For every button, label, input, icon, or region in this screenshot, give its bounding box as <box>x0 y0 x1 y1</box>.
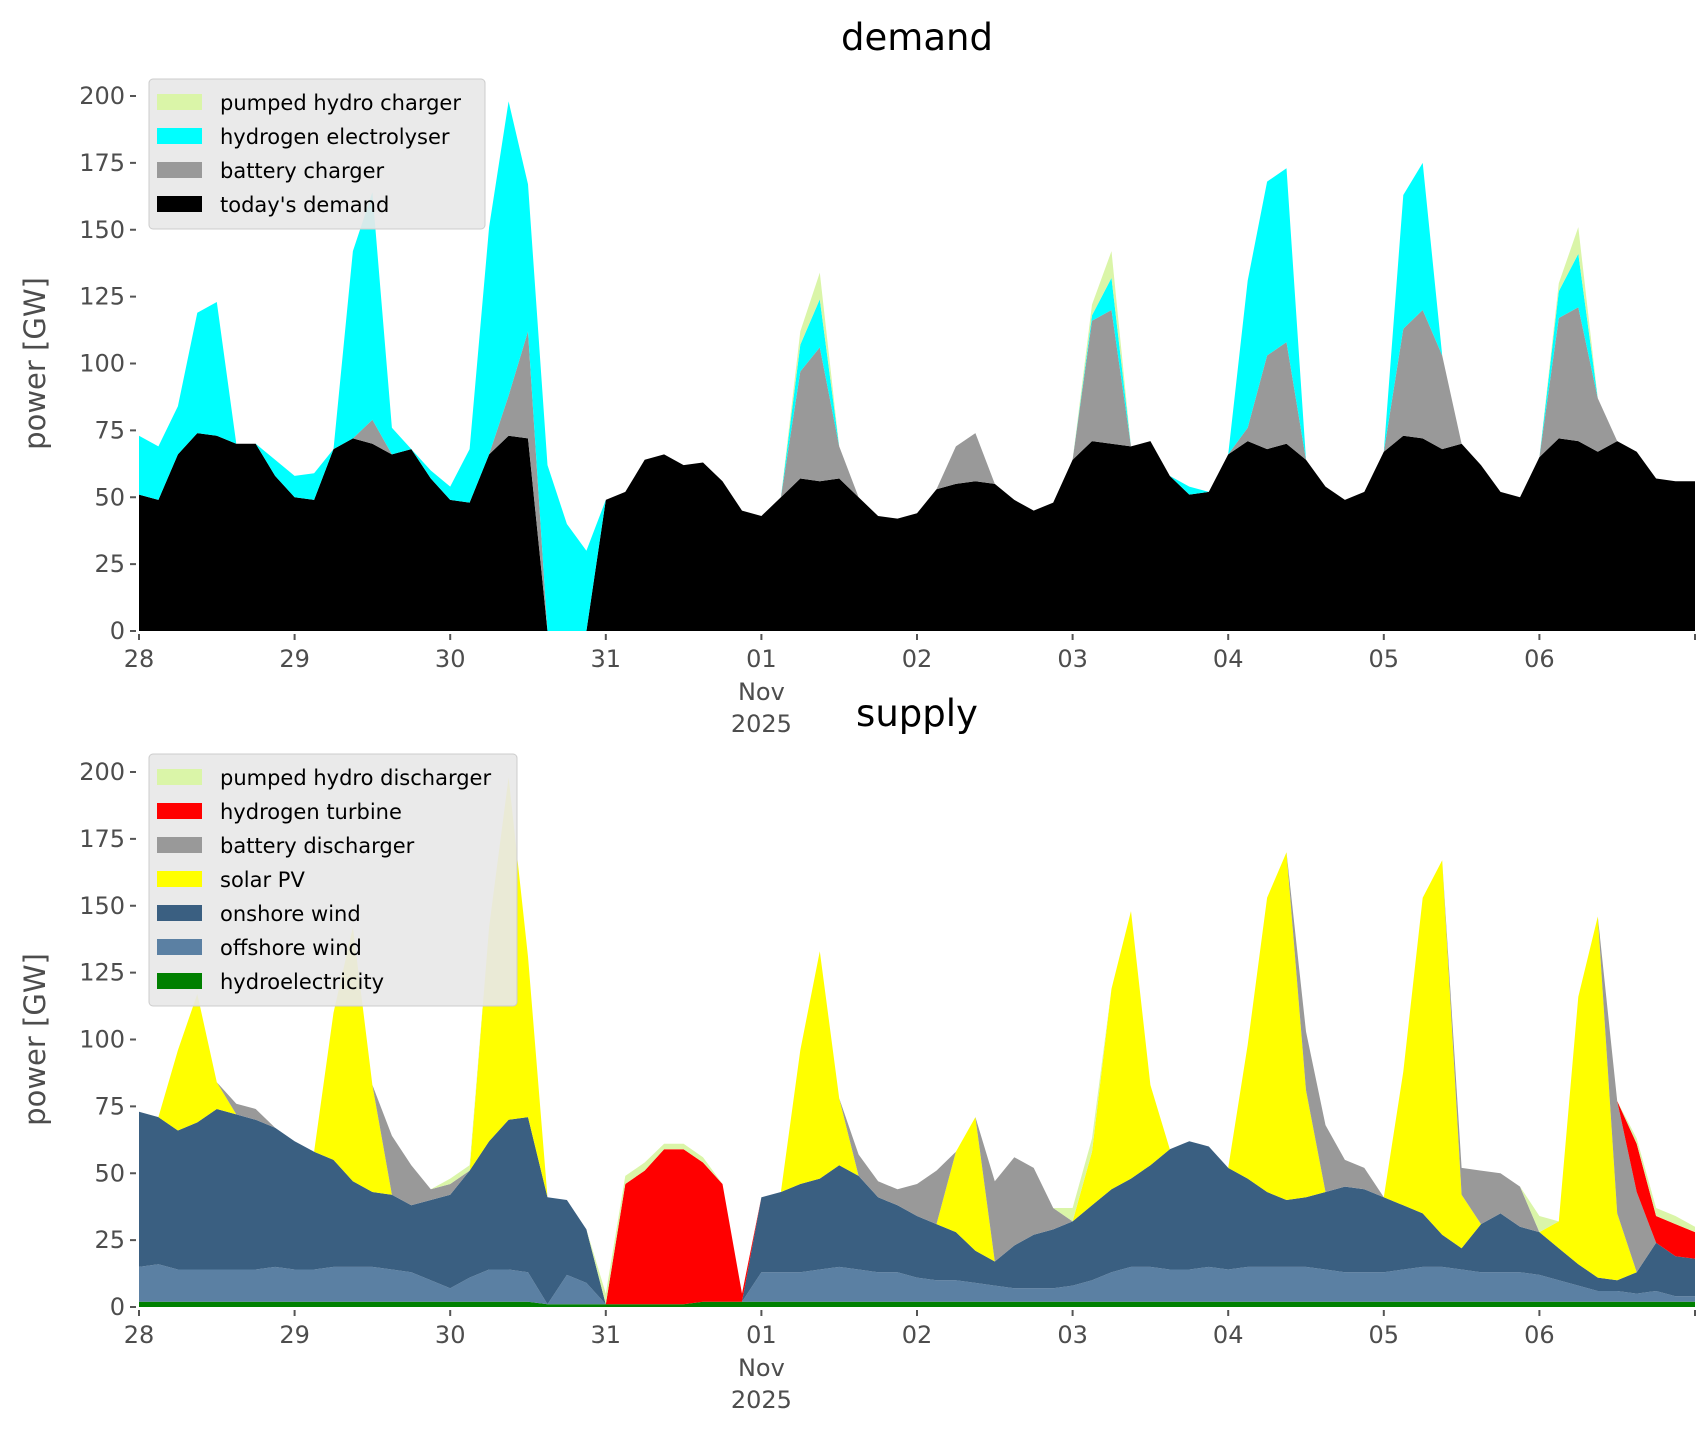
y-tick-label: 200 <box>79 82 125 110</box>
area-solar-pv <box>139 777 1695 1305</box>
legend-label: today's demand <box>220 193 389 217</box>
area-battery-charger <box>139 307 1695 631</box>
legend-label: hydrogen turbine <box>220 800 402 824</box>
supply-chart: supply 0 25 50 75 100 125 150 175 200 power [GW] 28… <box>18 692 1696 1414</box>
legend-label: battery discharger <box>220 834 415 858</box>
x-tick-label: 30 <box>435 1321 466 1349</box>
x-tick-label: 04 <box>1213 1321 1244 1349</box>
x-tick-year: 2025 <box>731 710 792 738</box>
x-tick-label: 05 <box>1369 1321 1400 1349</box>
x-tick-label: 06 <box>1524 645 1555 673</box>
y-tick-label: 125 <box>79 283 125 311</box>
x-tick-label: 31 <box>591 1321 622 1349</box>
legend-swatch <box>157 939 202 955</box>
x-tick-year: 2025 <box>731 1386 792 1414</box>
x-tick-label: 05 <box>1369 645 1400 673</box>
legend-label: pumped hydro charger <box>220 91 461 115</box>
legend-swatch <box>157 905 202 921</box>
area-battery-discharger <box>139 777 1695 1305</box>
y-tick-label: 125 <box>79 959 125 987</box>
chart-title: demand <box>841 16 993 59</box>
legend: pumped hydro charger hydrogen electrolyse… <box>148 78 486 230</box>
y-tick-label: 175 <box>79 149 125 177</box>
x-tick-label: 04 <box>1213 645 1244 673</box>
legend-label: onshore wind <box>220 902 361 926</box>
legend-label: offshore wind <box>220 936 362 960</box>
legend: pumped hydro discharger hydrogen turbine b… <box>148 753 518 1007</box>
y-tick-label: 150 <box>79 892 125 920</box>
x-tick-month: Nov <box>738 1354 785 1382</box>
x-tick-label: 31 <box>591 645 622 673</box>
legend-label: battery charger <box>220 159 385 183</box>
y-tick-label: 25 <box>94 1226 125 1254</box>
area-offshore-wind <box>139 1264 1695 1305</box>
legend-label: pumped hydro discharger <box>220 766 491 790</box>
x-tick-label: 28 <box>124 1321 155 1349</box>
legend-label: hydrogen electrolyser <box>220 125 450 149</box>
y-tick-label: 175 <box>79 825 125 853</box>
y-tick-label: 75 <box>94 1092 125 1120</box>
y-tick-label: 200 <box>79 758 125 786</box>
y-axis-label: power [GW] <box>18 953 52 1126</box>
y-tick-label: 50 <box>94 1159 125 1187</box>
legend-swatch <box>157 837 202 853</box>
legend-swatch <box>157 94 202 110</box>
area-hydrogen-electrolyser <box>139 101 1695 631</box>
x-tick-month: Nov <box>738 678 785 706</box>
x-tick-label: 03 <box>1057 1321 1088 1349</box>
legend-swatch <box>157 196 202 212</box>
y-tick-label: 25 <box>94 550 125 578</box>
x-tick-label: 28 <box>124 645 155 673</box>
x-tick-label: 03 <box>1057 645 1088 673</box>
legend-swatch <box>157 803 202 819</box>
y-tick-label: 100 <box>79 1026 125 1054</box>
legend-swatch <box>157 871 202 887</box>
area-hydroelectricity <box>139 1301 1695 1307</box>
area-onshore-wind <box>139 1109 1695 1305</box>
x-tick-label: 01 <box>746 645 777 673</box>
x-tick-label: 29 <box>279 645 310 673</box>
y-tick-label: 150 <box>79 216 125 244</box>
chart-title: supply <box>856 692 978 735</box>
legend-label: hydroelectricity <box>220 970 384 994</box>
y-tick-label: 100 <box>79 350 125 378</box>
x-tick-label: 29 <box>279 1321 310 1349</box>
y-tick-label: 75 <box>94 416 125 444</box>
legend-swatch <box>157 973 202 989</box>
legend-swatch <box>157 128 202 144</box>
x-tick-label: 02 <box>902 645 933 673</box>
legend-box <box>148 78 486 230</box>
y-tick-label: 0 <box>110 617 125 645</box>
legend-swatch <box>157 162 202 178</box>
y-tick-label: 0 <box>110 1293 125 1321</box>
legend-box <box>148 753 518 1007</box>
y-axis-label: power [GW] <box>18 277 52 450</box>
x-tick-label: 02 <box>902 1321 933 1349</box>
legend-swatch <box>157 769 202 785</box>
x-tick-label: 01 <box>746 1321 777 1349</box>
demand-chart: demand 0 25 50 75 100 125 150 175 200 power [GW] 28… <box>18 16 1696 738</box>
legend-label: solar PV <box>220 868 305 892</box>
y-tick-label: 50 <box>94 483 125 511</box>
x-tick-label: 30 <box>435 645 466 673</box>
x-tick-label: 06 <box>1524 1321 1555 1349</box>
area-today-s-demand <box>139 433 1695 631</box>
